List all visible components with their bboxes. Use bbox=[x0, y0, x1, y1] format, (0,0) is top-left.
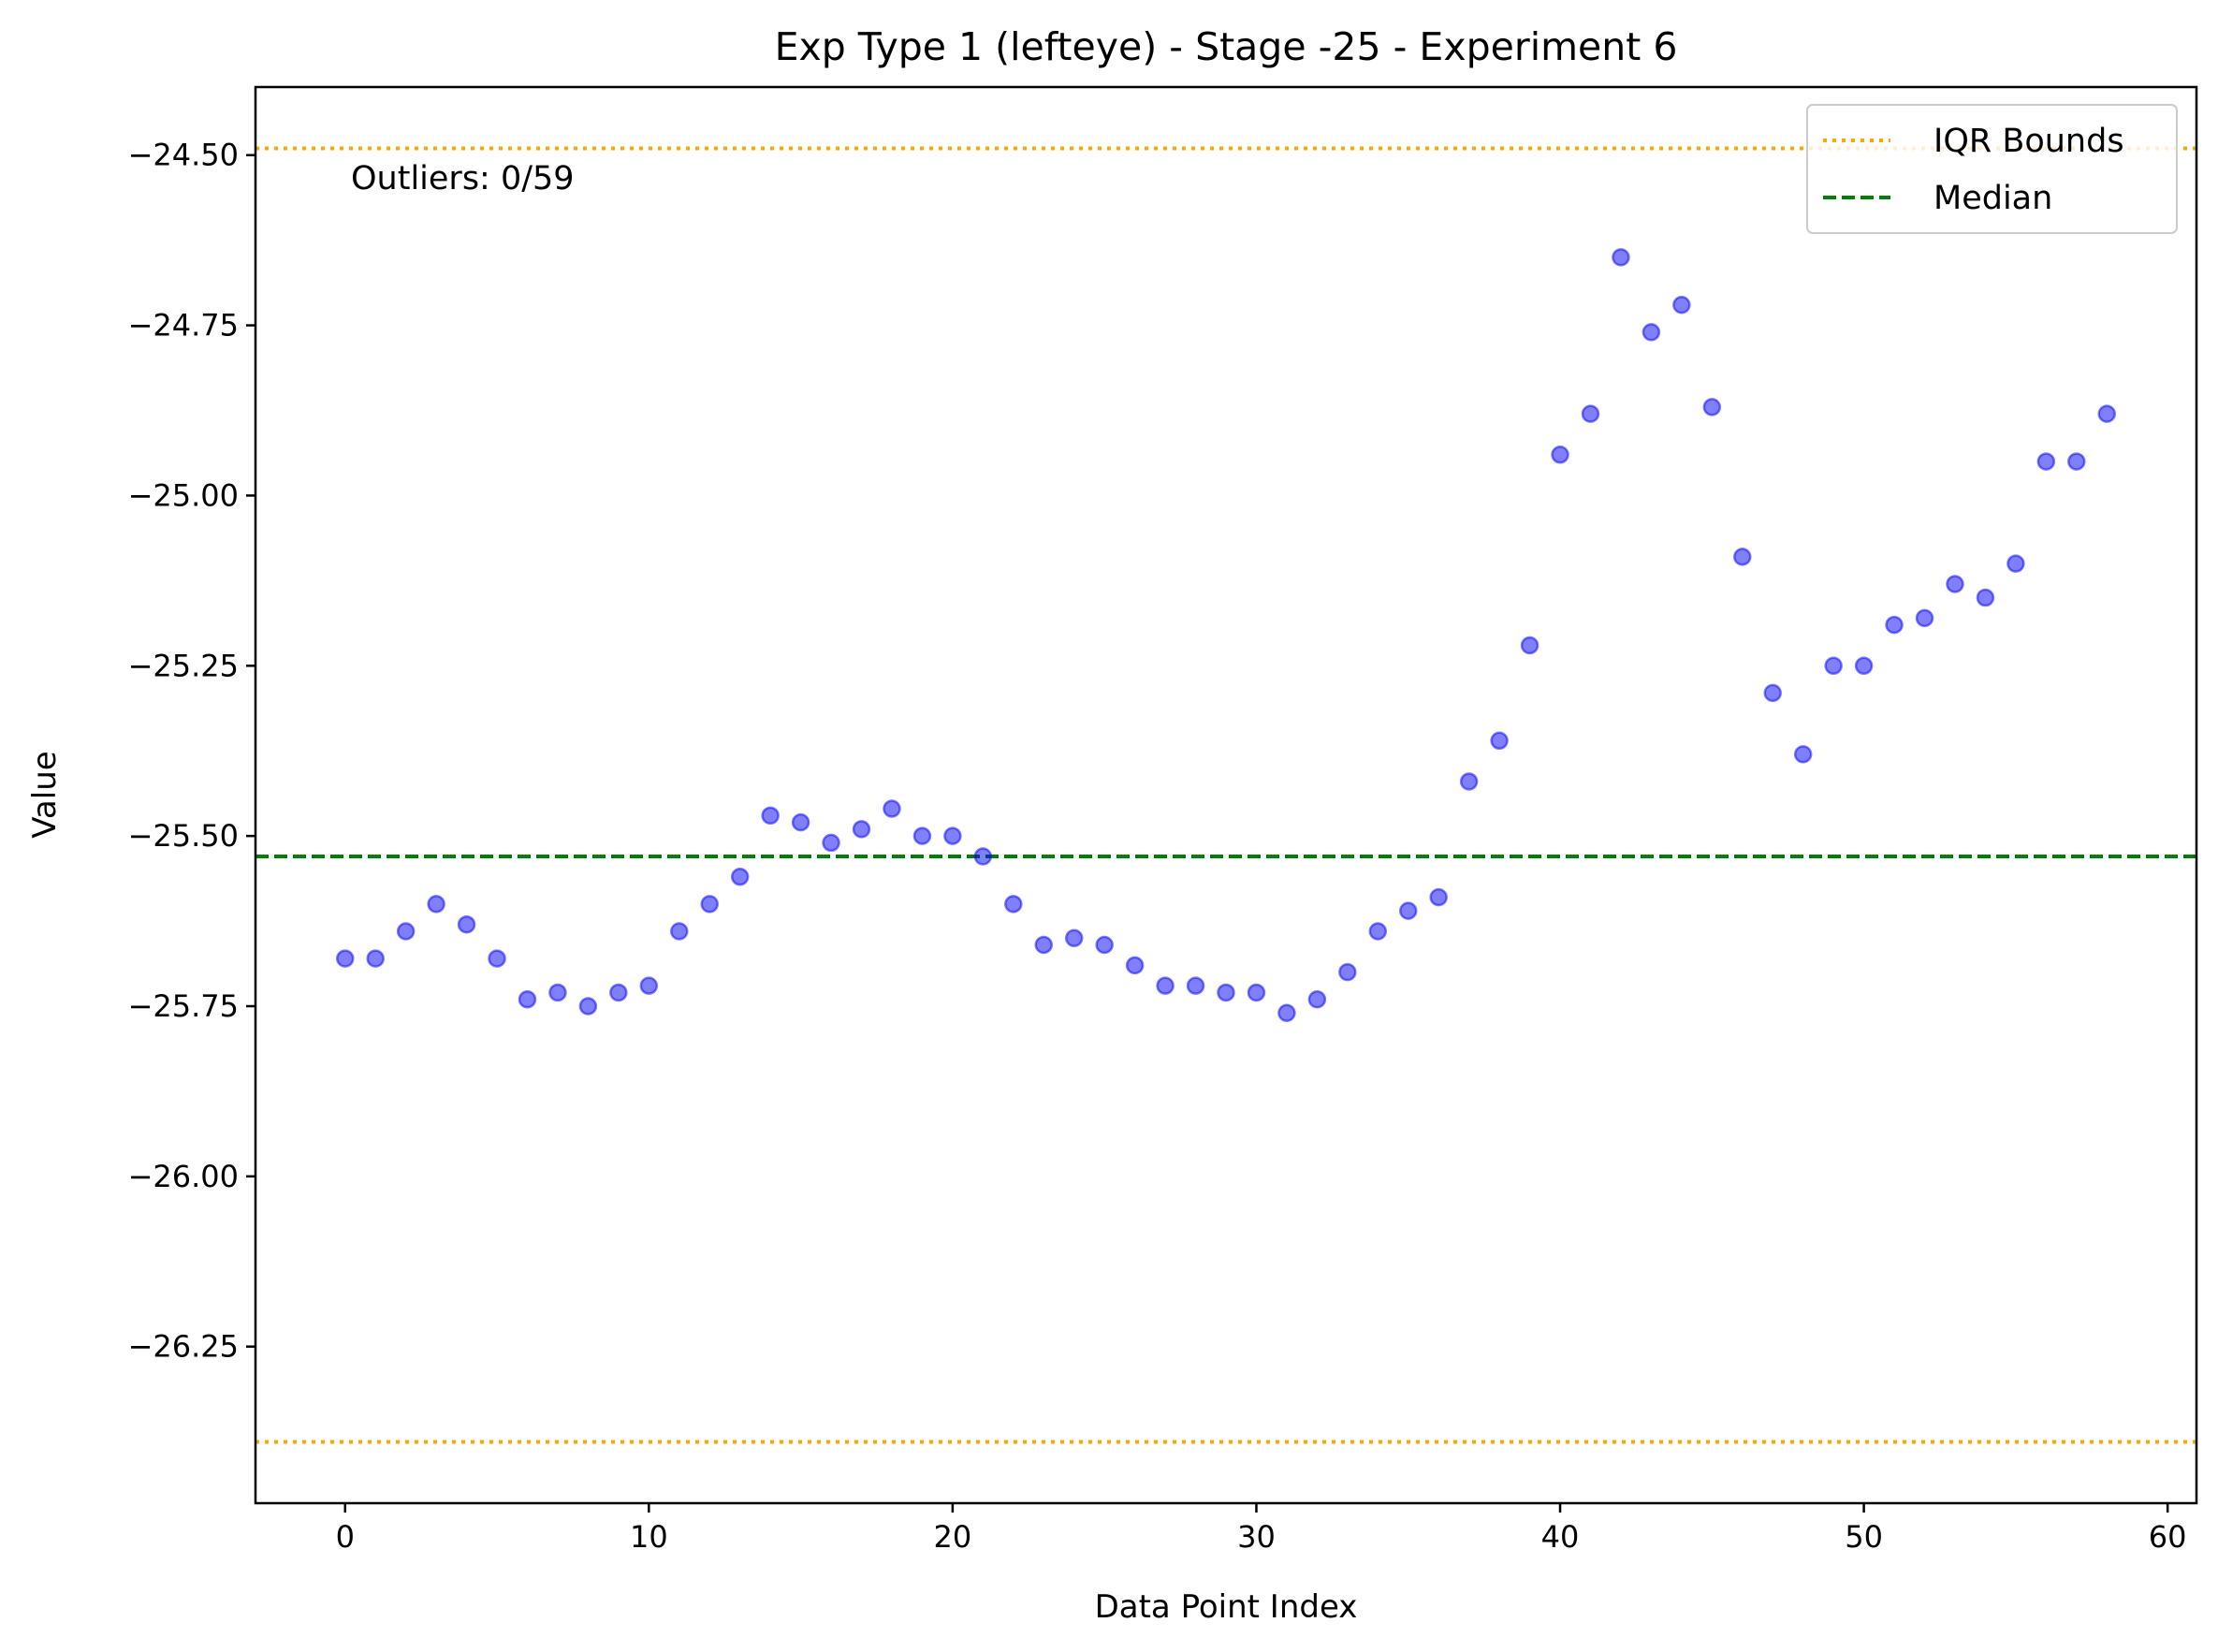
legend-label-iqr-bounds: IQR Bounds bbox=[1933, 123, 2124, 160]
x-axis-ticks: 0 10 20 30 40 50 60 bbox=[336, 1503, 2187, 1555]
data-point bbox=[943, 826, 962, 845]
data-point bbox=[1004, 895, 1023, 914]
data-point bbox=[1064, 928, 1084, 948]
y-tick-label: −25.75 bbox=[128, 988, 239, 1024]
data-point bbox=[1946, 575, 1964, 593]
data-point bbox=[1156, 976, 1175, 995]
data-point bbox=[852, 820, 871, 839]
data-point bbox=[1429, 887, 1448, 907]
data-point bbox=[1672, 296, 1691, 314]
legend: IQR Bounds Median bbox=[1806, 104, 2178, 234]
data-point bbox=[427, 895, 445, 914]
data-point bbox=[1307, 989, 1327, 1009]
data-point bbox=[670, 922, 689, 941]
data-point bbox=[2006, 554, 2025, 573]
data-point bbox=[609, 983, 628, 1002]
data-point bbox=[1490, 731, 1509, 751]
data-point bbox=[2097, 404, 2117, 423]
y-tick-label: −25.50 bbox=[128, 818, 239, 854]
y-tick-label: −24.75 bbox=[128, 308, 239, 344]
data-point bbox=[883, 799, 901, 818]
data-point bbox=[822, 833, 840, 853]
data-point bbox=[396, 922, 416, 941]
axes-frame bbox=[254, 85, 2198, 1505]
y-axis-ticks: −24.50 −24.75 −25.00 −25.25 −25.50 −25.75 −26.… bbox=[128, 138, 255, 1365]
data-point bbox=[1885, 615, 1904, 635]
data-point bbox=[1702, 398, 1722, 417]
chart-title: Exp Type 1 (lefteye) - Stage -25 - Exper… bbox=[775, 24, 1678, 69]
y-tick-label: −26.00 bbox=[128, 1159, 239, 1194]
outliers-annotation: Outliers: 0/59 bbox=[351, 160, 575, 197]
data-point bbox=[761, 806, 780, 826]
y-axis-label: Value bbox=[26, 751, 64, 838]
data-point bbox=[1915, 608, 1934, 628]
data-point bbox=[1338, 962, 1357, 982]
x-tick-label: 20 bbox=[934, 1519, 972, 1555]
x-tick-label: 0 bbox=[336, 1519, 355, 1555]
data-point bbox=[1551, 446, 1569, 464]
data-point bbox=[1520, 636, 1539, 655]
data-point bbox=[1459, 772, 1479, 791]
data-point bbox=[912, 826, 932, 845]
data-point bbox=[1793, 745, 1813, 764]
data-point bbox=[2067, 452, 2086, 471]
data-point bbox=[548, 983, 567, 1002]
y-tick-label: −25.25 bbox=[128, 648, 239, 683]
data-point bbox=[1581, 404, 1600, 423]
data-point bbox=[457, 914, 476, 934]
x-axis-label: Data Point Index bbox=[1095, 1588, 1358, 1626]
data-point bbox=[1186, 976, 1205, 995]
data-point bbox=[639, 976, 659, 995]
x-tick-label: 40 bbox=[1541, 1519, 1580, 1555]
x-tick-label: 60 bbox=[2149, 1519, 2187, 1555]
data-point bbox=[973, 847, 993, 866]
data-point bbox=[366, 949, 385, 968]
y-tick-label: −25.00 bbox=[128, 477, 239, 513]
data-point bbox=[730, 868, 750, 886]
data-point bbox=[1125, 956, 1145, 975]
data-point bbox=[1642, 323, 1661, 342]
data-point bbox=[1095, 935, 1114, 955]
data-point bbox=[791, 812, 810, 832]
data-point bbox=[1277, 1003, 1296, 1023]
legend-box bbox=[1806, 104, 2178, 234]
y-tick-label: −24.50 bbox=[128, 138, 239, 173]
data-point bbox=[578, 997, 598, 1016]
x-tick-label: 50 bbox=[1845, 1519, 1883, 1555]
data-point bbox=[488, 949, 506, 968]
data-point bbox=[1733, 548, 1752, 566]
data-point bbox=[1763, 683, 1782, 703]
data-point bbox=[1976, 588, 1995, 607]
plot-area bbox=[255, 146, 2196, 1444]
data-point bbox=[700, 895, 719, 914]
data-point bbox=[518, 989, 537, 1009]
data-point bbox=[1217, 983, 1235, 1002]
y-tick-label: −26.25 bbox=[128, 1329, 239, 1365]
data-point bbox=[1368, 922, 1388, 941]
data-point bbox=[1034, 935, 1054, 955]
data-point bbox=[1854, 656, 1874, 676]
data-point bbox=[1612, 248, 1630, 267]
data-point bbox=[335, 949, 355, 968]
data-point bbox=[1824, 656, 1843, 676]
x-tick-label: 30 bbox=[1237, 1519, 1276, 1555]
data-point bbox=[1247, 983, 1266, 1002]
x-tick-label: 10 bbox=[630, 1519, 668, 1555]
data-point bbox=[1398, 901, 1418, 920]
data-point bbox=[2036, 452, 2056, 471]
legend-label-median: Median bbox=[1933, 180, 2052, 217]
